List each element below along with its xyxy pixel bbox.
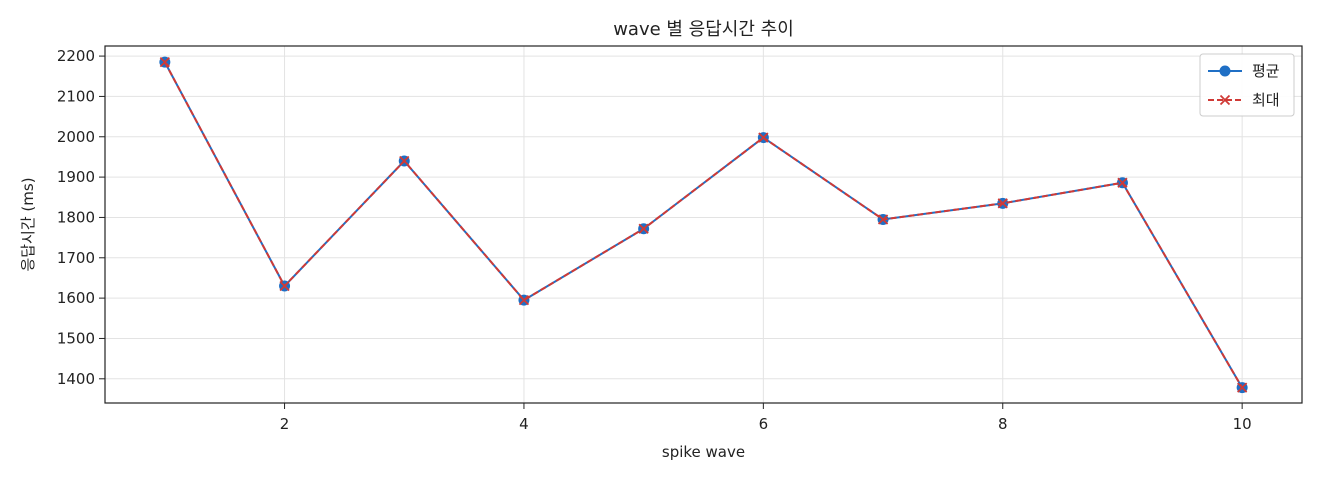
y-tick-label: 1800 <box>57 208 95 226</box>
legend-label: 평균 <box>1252 62 1280 80</box>
y-tick-label: 1600 <box>57 289 95 307</box>
y-axis: 1400 1500 1600 1700 1800 1900 2000 2100 2200 <box>57 47 105 388</box>
data-point <box>638 223 649 234</box>
legend-label: 최대 <box>1252 91 1280 109</box>
x-axis: 2 4 6 8 10 <box>280 403 1252 433</box>
series-line <box>163 61 1244 389</box>
data-point <box>758 132 769 143</box>
y-tick-label: 1900 <box>57 168 95 186</box>
y-tick-label: 2100 <box>57 87 95 105</box>
chart-title: wave 별 응답시간 추이 <box>613 19 794 40</box>
grid <box>105 46 1302 403</box>
data-point <box>518 294 530 306</box>
series-group <box>159 56 1248 394</box>
x-tick-label: 6 <box>759 415 769 433</box>
y-tick-label: 1400 <box>57 370 95 388</box>
legend-item: 최대 <box>1208 91 1280 109</box>
x-axis-title: spike wave <box>662 443 745 461</box>
data-point <box>399 155 410 167</box>
x-tick-label: 10 <box>1233 415 1252 433</box>
data-point <box>1117 177 1128 188</box>
plot-frame <box>104 45 1303 404</box>
data-point <box>1237 382 1248 393</box>
series-max <box>159 56 1248 393</box>
data-point <box>159 56 170 68</box>
x-tick-label: 4 <box>519 415 529 433</box>
x-tick-label: 2 <box>280 415 290 433</box>
data-point <box>877 214 889 225</box>
legend-box <box>1199 53 1295 117</box>
series-avg <box>159 56 1248 394</box>
legend-marker <box>1219 94 1231 106</box>
y-tick-label: 2200 <box>57 47 95 65</box>
y-axis-title: 응답시간 (ms) <box>19 177 37 271</box>
legend-item: 평균 <box>1208 62 1280 80</box>
data-point <box>279 280 290 292</box>
y-tick-label: 2000 <box>57 128 95 146</box>
data-point <box>997 198 1008 209</box>
y-tick-label: 1500 <box>57 329 95 347</box>
y-tick-label: 1700 <box>57 249 95 267</box>
legend-marker <box>1219 65 1231 77</box>
x-tick-label: 8 <box>998 415 1008 433</box>
